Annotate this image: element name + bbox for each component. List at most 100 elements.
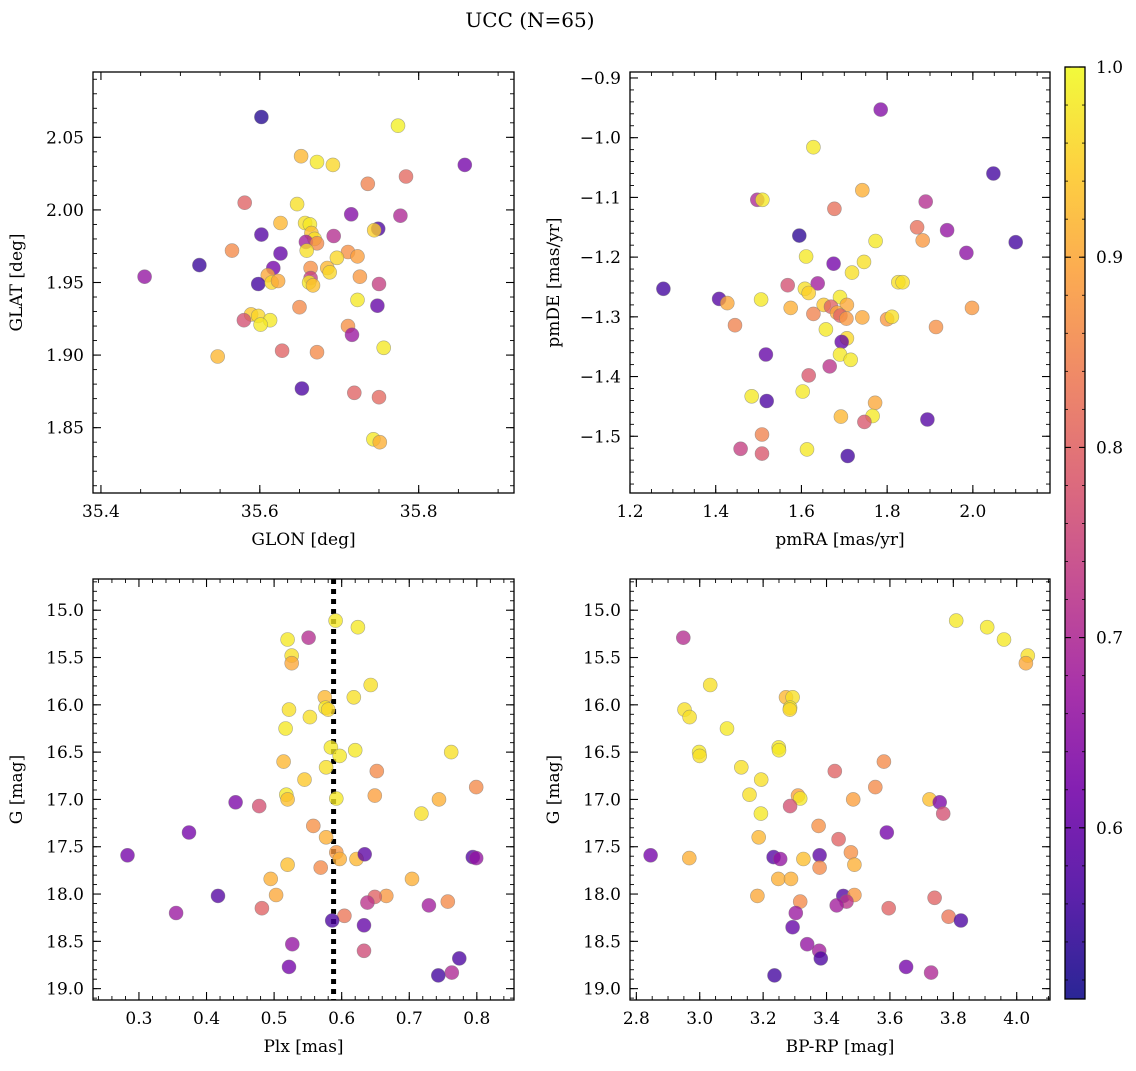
x-tick-label: 35.6	[241, 502, 279, 522]
data-point	[834, 334, 850, 350]
data-point	[1018, 655, 1034, 671]
y-axis-label: G [mag]	[544, 755, 564, 824]
data-point	[280, 632, 295, 647]
data-point	[801, 285, 817, 301]
data-point	[299, 243, 315, 258]
data-point	[857, 414, 872, 430]
y-tick-label: 15.0	[583, 601, 621, 621]
x-tick-label: 3.6	[876, 1009, 903, 1029]
data-point	[332, 748, 348, 764]
scatter-panel-glon_glat: 35.4 35.6 35.8 1.85 1.90 1.95 2.00 2.05 GLON [de…	[7, 71, 515, 550]
data-point	[337, 908, 352, 924]
data-point	[813, 951, 829, 966]
data-point	[1008, 234, 1024, 250]
data-point	[302, 709, 318, 725]
data-point	[927, 890, 942, 906]
data-point	[733, 759, 749, 775]
data-point	[263, 871, 279, 887]
data-point	[253, 317, 268, 332]
data-point	[818, 322, 834, 337]
data-point	[350, 619, 366, 635]
x-tick-label: 35.8	[400, 502, 438, 522]
data-point	[309, 154, 325, 170]
data-point	[827, 763, 843, 779]
data-point	[935, 806, 951, 821]
data-point	[301, 630, 316, 646]
data-point	[915, 233, 931, 248]
data-point	[682, 709, 697, 725]
colorbar-tick-label: 0.7	[1096, 629, 1123, 649]
data-point	[360, 176, 376, 192]
data-point	[346, 689, 362, 705]
data-point	[733, 441, 748, 457]
data-point	[390, 118, 406, 133]
data-point	[346, 385, 362, 401]
plot-frame	[629, 578, 1051, 1001]
x-tick-label: 0.4	[193, 1009, 220, 1029]
data-point	[281, 702, 297, 717]
data-point	[822, 359, 838, 374]
data-point	[367, 788, 383, 803]
y-tick-label: 18.5	[583, 932, 621, 952]
y-tick-label: 16.5	[46, 743, 84, 763]
data-point	[782, 702, 798, 717]
data-point	[843, 352, 859, 368]
data-point	[801, 368, 817, 383]
data-point	[753, 806, 769, 821]
data-point	[810, 276, 826, 291]
x-tick-label: 2.0	[959, 502, 986, 522]
data-point	[923, 965, 939, 980]
y-tick-label: −1.0	[580, 129, 621, 149]
data-point	[451, 951, 467, 966]
y-tick-label: 1.85	[46, 419, 84, 439]
data-point	[844, 265, 860, 280]
data-point	[325, 157, 341, 173]
points-glon_glat	[137, 109, 473, 450]
data-point	[873, 102, 889, 117]
x-axis-label: pmRA [mas/yr]	[775, 530, 904, 550]
data-point	[854, 310, 870, 325]
data-point	[831, 831, 846, 847]
y-axis-label: pmDE [mas/yr]	[544, 217, 564, 347]
data-point	[268, 887, 284, 903]
y-tick-label: 19.0	[583, 980, 621, 1000]
data-point	[309, 344, 325, 360]
data-point	[273, 246, 288, 261]
y-tick-label: 18.0	[583, 885, 621, 905]
data-point	[326, 228, 342, 244]
data-point	[840, 448, 856, 464]
data-point	[812, 860, 827, 875]
x-axis-label: Plx [mas]	[263, 1037, 343, 1057]
data-point	[137, 269, 152, 285]
data-point	[856, 254, 872, 270]
data-point	[939, 222, 955, 238]
y-tick-label: 17.5	[46, 838, 84, 858]
data-point	[827, 201, 842, 217]
colorbar: 0.6 0.7 0.8 0.9 1.0	[1064, 58, 1123, 1000]
data-point	[884, 309, 900, 325]
data-point	[812, 847, 827, 863]
data-point	[366, 222, 382, 238]
data-point	[876, 754, 892, 769]
colorbar-gradient	[1065, 67, 1085, 999]
data-point	[845, 792, 861, 807]
x-tick-label: 1.2	[616, 502, 643, 522]
data-point	[318, 759, 334, 775]
data-point	[468, 850, 484, 866]
data-point	[398, 169, 414, 184]
y-tick-label: 15.0	[46, 601, 84, 621]
data-point	[959, 245, 974, 261]
data-point	[350, 292, 365, 308]
data-point	[979, 619, 995, 635]
data-point	[276, 754, 291, 769]
x-tick-label: 1.4	[702, 502, 729, 522]
data-point	[767, 968, 782, 983]
data-point	[440, 894, 456, 909]
y-tick-label: 18.5	[46, 932, 84, 952]
data-point	[210, 888, 226, 904]
x-tick-label: 3.2	[750, 1009, 777, 1029]
data-point	[829, 898, 845, 913]
data-point	[371, 389, 387, 405]
y-tick-label: 2.05	[46, 128, 84, 148]
